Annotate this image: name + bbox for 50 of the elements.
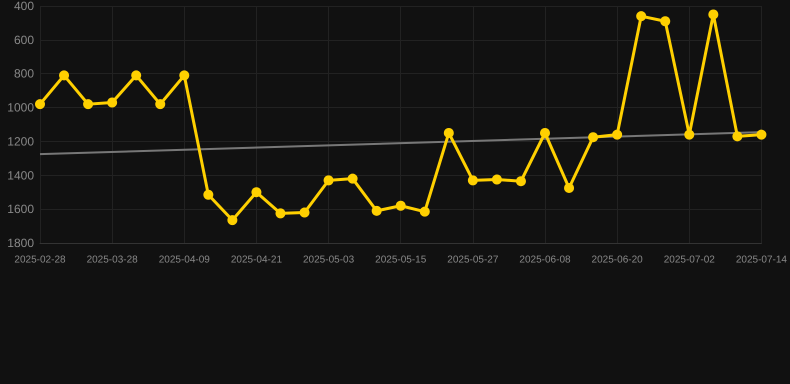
point [372,206,382,216]
point [251,187,262,198]
point [684,130,694,140]
y-tick-label: 1000 [7,100,34,115]
y-tick-label: 1200 [7,134,34,148]
x-tick-label: 2025-06-20 [592,254,644,266]
x-tick-label: 2025-07-02 [664,254,716,266]
point [35,99,45,110]
x-tick-label: 2025-05-03 [302,254,355,266]
y-tick-label: 800 [14,66,34,81]
point [227,215,238,226]
point [179,70,190,80]
y-tick-label: 400 [14,0,34,13]
point [275,208,286,218]
x-tick-label: 2025-05-27 [447,254,499,266]
point [324,175,334,186]
point [660,16,670,26]
point [420,206,430,217]
point [612,130,622,140]
y-tick-label: 1600 [7,202,34,216]
point [588,132,598,142]
y-tick-label: 1400 [7,168,34,182]
y-tick-label: 600 [14,32,34,47]
point [756,130,766,140]
x-tick-label: 2025-05-15 [375,254,427,266]
point [59,70,70,80]
point [468,175,478,186]
point [131,70,142,80]
point [155,99,166,110]
point [708,9,718,20]
x-tick-label: 2025-04-09 [158,254,210,266]
point [396,200,406,211]
x-tick-label: 2025-03-28 [86,254,138,266]
point [540,128,550,138]
point [203,190,214,200]
x-tick-label: 2025-07-14 [736,254,788,266]
x-tick-label: 2025-02-28 [14,254,66,266]
point [636,11,646,22]
x-tick-label: 2025-04-21 [230,254,282,266]
point [492,174,502,185]
point [83,99,94,110]
point [564,182,574,193]
point [107,97,118,108]
point [516,176,526,186]
point [444,128,454,138]
point [348,174,358,184]
point [300,208,310,218]
point [732,131,742,142]
x-tick-label: 2025-06-08 [519,254,572,266]
y-tick-label: 1800 [7,236,34,250]
